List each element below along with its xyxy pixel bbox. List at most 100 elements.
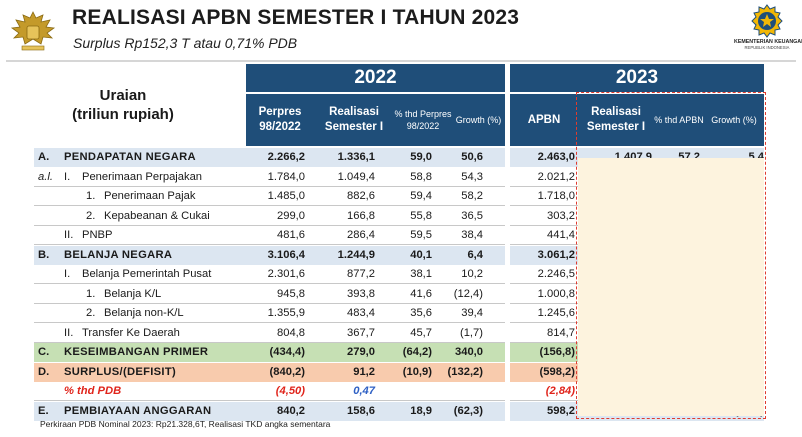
value-cell: 340,0 [455,346,483,358]
page-subtitle: Surplus Rp152,3 T atau 0,71% PDB [73,35,298,51]
table-row: % thd PDB(4,50)0,47(2,84)0,71 [34,382,764,401]
value-cell: 59,4 [410,190,432,202]
value-cell: 2.266,2 [267,151,305,163]
uraian-unit: (triliun rupiah) [72,106,174,123]
row-code: E. [38,404,49,417]
footnote: Perkiraan PDB Nominal 2023: Rp21.328,6T,… [40,419,331,429]
row-label: PENDAPATAN NEGARA [64,151,196,163]
value-cell: 1.336,1 [337,151,375,163]
row-sub-number: 2. [86,209,96,222]
value-cell: 840,2 [277,404,305,417]
value-cell: 18,9 [410,404,432,417]
realisasi-2023-highlight-box [576,92,766,419]
value-cell: 91,2 [353,365,375,378]
value-cell: 279,0 [347,346,375,358]
value-cell: 38,4 [461,229,483,241]
ministry-subname: REPUBLIK INDONESIA [744,45,790,50]
value-cell: 483,4 [347,307,375,319]
value-cell: (10,9) [402,365,432,378]
row-label: Belanja K/L [104,287,162,300]
value-cell: 158,6 [347,404,375,417]
value-cell: 286,4 [347,229,375,241]
value-cell: 1.049,4 [337,170,375,183]
value-cell: (1,7) [459,326,483,339]
value-cell: 481,6 [277,229,305,241]
row-label: Penerimaan Pajak [104,190,196,202]
value-cell: 10,2 [461,268,483,280]
year-2023-header: 2023 [510,64,764,92]
col-growth-2022: Growth (%) [455,115,502,125]
row-label: % thd PDB [64,385,122,397]
col-perpres: Perpres 98/2022 [258,106,302,133]
row-label: KESEIMBANGAN PRIMER [64,346,209,358]
col-realisasi-2023: Realisasi Semester I [586,106,646,133]
value-cell: 1.000,8 [537,287,575,300]
value-cell: 303,2 [547,209,575,222]
value-cell: 45,7 [410,326,432,339]
row-sub-number: 1. [86,287,96,300]
value-cell: 58,2 [461,190,483,202]
row-label: Belanja Pemerintah Pusat [82,268,212,280]
value-cell: (840,2) [269,365,305,378]
value-cell: 54,3 [461,170,483,183]
value-cell: (598,2) [539,365,575,378]
value-cell: 166,8 [347,209,375,222]
value-cell: 1.784,0 [267,170,305,183]
row-label: PEMBIAYAAN ANGGARAN [64,404,212,417]
col-growth-2023: Growth (%) [711,115,757,125]
value-cell: 1.244,9 [337,248,375,261]
value-cell: 1.485,0 [267,190,305,202]
row-code: C. [38,346,50,358]
value-cell: (12,4) [453,287,483,300]
row-label: BELANJA NEGARA [64,248,173,261]
row-code: A. [38,151,50,163]
value-cell: 393,8 [347,287,375,300]
value-cell: 0,47 [353,385,375,397]
value-cell: 55,8 [410,209,432,222]
value-cell: 59,5 [410,229,432,241]
value-cell: 50,6 [461,151,483,163]
value-cell: 1.245,6 [537,307,575,319]
value-cell: 367,7 [347,326,375,339]
page-title: REALISASI APBN SEMESTER I TAHUN 2023 [72,6,520,29]
col-realisasi-2022: Realisasi Semester I [324,106,384,133]
uraian-label: Uraian [99,87,147,104]
kemenkeu-logo: KEMENTERIAN KEUANGAN REPUBLIK INDONESIA [734,4,802,62]
value-cell: 814,7 [547,326,575,339]
row-code: a.l. [38,170,53,183]
row-label: SURPLUS/(DEFISIT) [64,365,177,378]
value-cell: 1.355,9 [267,307,305,319]
row-sub-number: II. [64,326,74,339]
year-2022-header: 2022 [246,64,505,92]
value-cell: 36,5 [461,209,483,222]
value-cell: (4,50) [275,385,305,397]
uraian-header: Uraian (triliun rupiah) [58,86,188,124]
ministry-name: KEMENTERIAN KEUANGAN [734,39,802,45]
row-label: Transfer Ke Daerah [82,326,180,339]
row-sub-number: 2. [86,307,96,319]
value-cell: 6,4 [467,248,483,261]
subheader-2023: APBN Realisasi Semester I % thd APBN Gro… [510,94,764,146]
value-cell: 3.106,4 [267,248,305,261]
subheader-2022: Perpres 98/2022 Realisasi Semester I % t… [246,94,505,146]
value-cell: 1.718,0 [537,190,575,202]
kemenkeu-emblem-icon [751,4,783,38]
value-cell: (2,84) [545,385,575,397]
value-cell: 38,1 [410,268,432,280]
value-cell: (434,4) [269,346,305,358]
row-label: Belanja non-K/L [104,307,184,319]
value-cell: 2.463,0 [537,151,575,163]
value-cell: 2.021,2 [537,170,575,183]
value-cell: (132,2) [447,365,483,378]
row-sub-number: II. [64,229,74,241]
row-label: Kepabeanan & Cukai [104,209,210,222]
row-code: B. [38,248,50,261]
value-cell: (64,2) [402,346,432,358]
value-cell: 3.061,2 [537,248,575,261]
garuda-emblem-icon [8,6,58,56]
value-cell: 2.246,5 [537,268,575,280]
realisasi-2023-highlight-fill [578,158,764,416]
value-cell: 40,1 [410,248,432,261]
value-cell: (62,3) [453,404,483,417]
value-cell: 945,8 [277,287,305,300]
